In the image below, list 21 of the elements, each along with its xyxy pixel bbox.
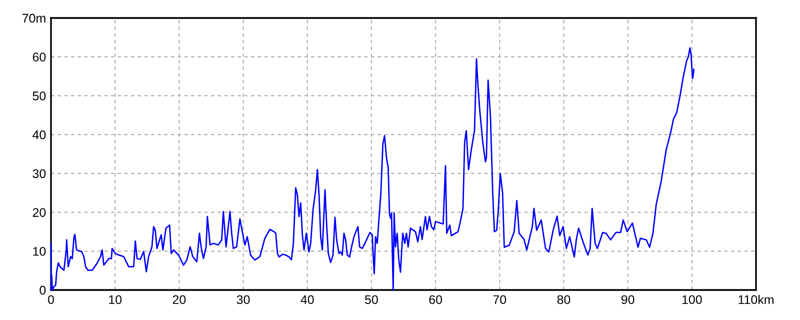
y-tick-label: 30 bbox=[32, 169, 46, 178]
x-tick-label: 40 bbox=[300, 295, 314, 304]
x-tick-label: 60 bbox=[429, 295, 442, 304]
x-tick-label: 70 bbox=[493, 295, 506, 304]
x-tick-label: 110km bbox=[738, 294, 774, 304]
x-tick-label: 100 bbox=[682, 295, 702, 304]
line-series bbox=[50, 47, 695, 291]
y-tick-label: 10 bbox=[33, 246, 46, 256]
x-tick-label: 0 bbox=[48, 295, 54, 304]
x-tick-label: 90 bbox=[621, 295, 634, 304]
y-tick-label: 20 bbox=[32, 208, 46, 217]
y-tick-label: 40 bbox=[32, 130, 46, 140]
x-tick-label: 30 bbox=[236, 295, 250, 304]
x-tick-label: 10 bbox=[109, 295, 122, 304]
x-tick-label: 20 bbox=[172, 295, 186, 304]
x-tick-label: 80 bbox=[557, 295, 570, 304]
y-tick-label: 50 bbox=[32, 92, 46, 100]
x-tick-label: 50 bbox=[365, 295, 378, 304]
y-tick-label: 60 bbox=[32, 52, 46, 62]
y-tick-label: 70m bbox=[22, 14, 46, 23]
y-tick-label: 0 bbox=[40, 286, 46, 295]
